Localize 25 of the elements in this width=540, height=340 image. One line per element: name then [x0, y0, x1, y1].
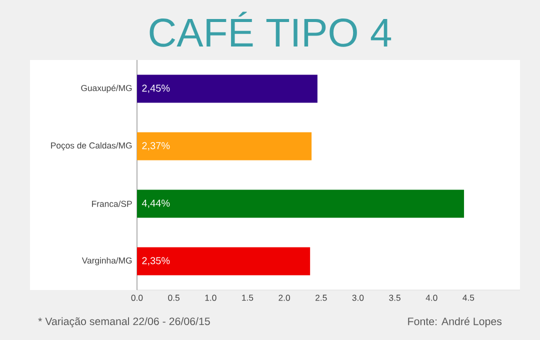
source-note: Fonte: André Lopes: [408, 317, 502, 328]
x-tick-label: 0.0: [131, 294, 143, 301]
bar: [137, 247, 310, 276]
x-tick-label: 3.5: [389, 294, 400, 301]
x-tick-label: 4.5: [462, 294, 474, 301]
data-label: 4,44%: [142, 200, 170, 208]
y-tick-label: Varginha/MG: [82, 257, 132, 266]
chart-title: CAFÉ TIPO 4: [150, 12, 392, 47]
text: * Variação semanal 22/06 - 26/06/15: [38, 317, 210, 328]
x-tick-label: 3.0: [352, 294, 364, 301]
x-tick-label: 1.0: [205, 294, 216, 301]
bar: [137, 190, 464, 218]
y-tick-label: Guaxupé/MG: [81, 84, 132, 93]
x-tick-label: 2.0: [278, 294, 290, 301]
bar: [137, 74, 318, 103]
data-label: 2,37%: [142, 142, 170, 150]
x-tick-label: 2.5: [316, 294, 327, 301]
x-tick-label: 0.5: [168, 294, 180, 301]
y-tick-label: Poços de Caldas/MG: [51, 142, 132, 150]
data-label: 2,35%: [142, 257, 170, 266]
y-tick-label: Franca/SP: [92, 200, 132, 207]
data-label: 2,45%: [142, 84, 170, 93]
x-tick-label: 1.5: [242, 294, 254, 301]
x-tick-label: 4.0: [426, 294, 438, 301]
bar: [137, 132, 312, 160]
